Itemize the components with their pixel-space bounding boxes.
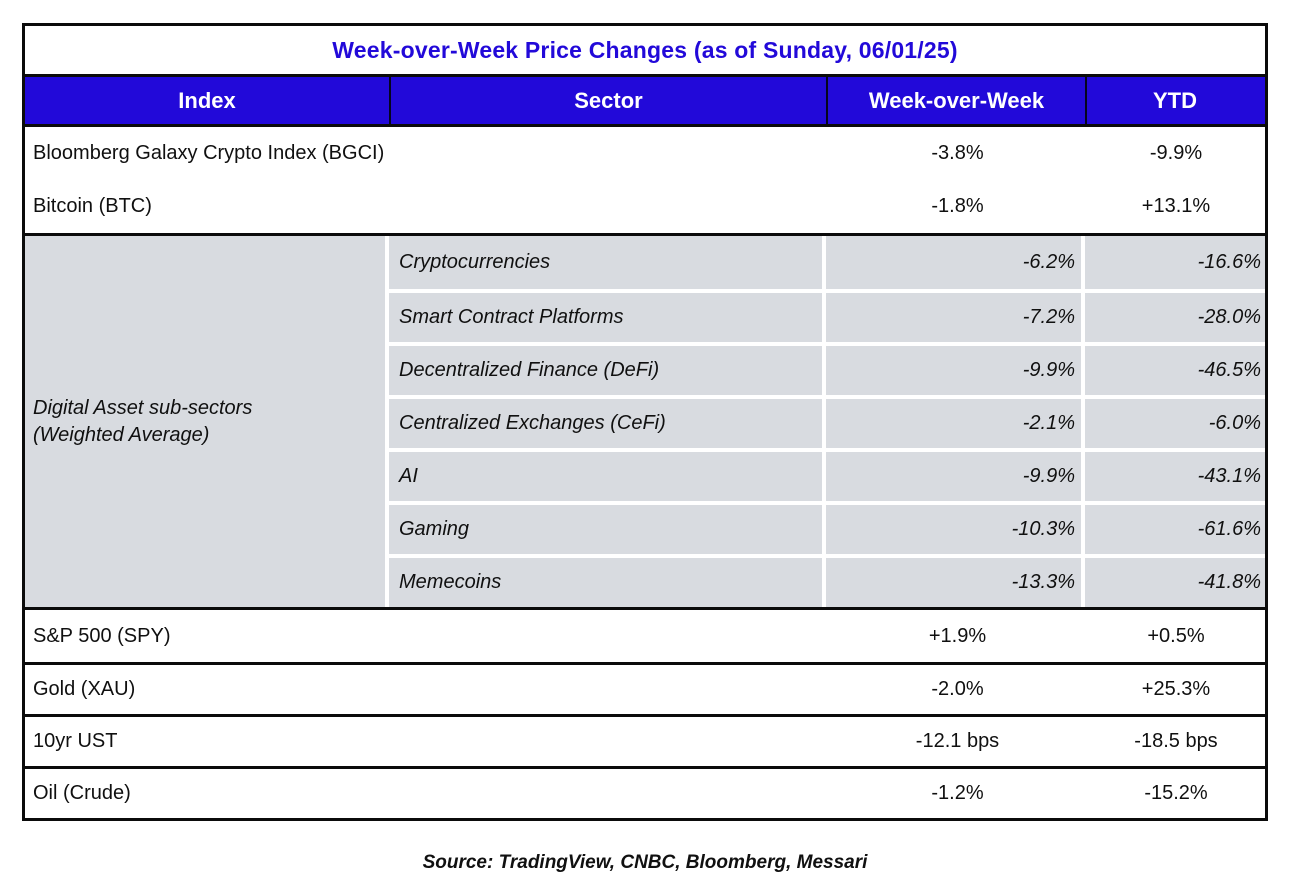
sector-cell: Cryptocurrencies [389,236,826,289]
wow-value: -2.1% [826,399,1085,448]
index-cell: 10yr UST [33,730,118,752]
table-title: Week-over-Week Price Changes (as of Sund… [332,36,958,63]
sector-cell: Gaming [389,505,826,554]
table-row-ai: AI -9.9% -43.1% [389,448,1265,501]
ytd-value: -41.8% [1197,571,1261,593]
table-row-bitcoin: Bitcoin (BTC) -1.8% +13.1% [25,180,1265,233]
ytd-value: -18.5 bps [1134,730,1218,752]
table-title-row: Week-over-Week Price Changes (as of Sund… [25,26,1265,77]
ytd-value: -9.9% [1149,142,1203,164]
table-row-smart-contract-platforms: Smart Contract Platforms -7.2% -28.0% [389,289,1265,342]
index-cell: Gold (XAU) [33,678,136,700]
ytd-value: -61.6% [1197,518,1261,540]
sector-cell: Smart Contract Platforms [389,293,826,342]
sector-rows: Cryptocurrencies -6.2% -16.6% Smart Cont… [389,236,1265,607]
index-cell: Bloomberg Galaxy Crypto Index (BGCI) [33,142,385,164]
table-row-memecoins: Memecoins -13.3% -41.8% [389,554,1265,607]
price-changes-table: Week-over-Week Price Changes (as of Sund… [22,23,1268,821]
wow-value: -9.9% [826,452,1085,501]
table-header-row: Index Sector Week-over-Week YTD [25,77,1265,127]
wow-value: -3.8% [931,142,984,164]
column-header-index: Index [25,77,391,124]
sector-cell: AI [389,452,826,501]
ytd-value: -43.1% [1197,465,1261,487]
column-header-ytd: YTD [1153,87,1197,113]
ytd-value: -6.0% [1208,412,1261,434]
table-row-gaming: Gaming -10.3% -61.6% [389,501,1265,554]
ytd-value: -28.0% [1197,306,1261,328]
table-row-oil: Oil (Crude) -1.2% -15.2% [25,766,1265,818]
wow-value: +1.9% [928,624,987,647]
table-row-bgci: Bloomberg Galaxy Crypto Index (BGCI) -3.… [25,127,1265,180]
wow-value: -9.9% [826,346,1085,395]
table-row-gold: Gold (XAU) -2.0% +25.3% [25,662,1265,714]
column-header-sector: Sector [391,77,828,124]
wow-value: -13.3% [826,558,1085,607]
index-cell: Bitcoin (BTC) [33,195,152,217]
index-cell: Oil (Crude) [33,782,131,804]
wow-value: -7.2% [826,293,1085,342]
source-attribution: Source: TradingView, CNBC, Bloomberg, Me… [422,852,868,873]
ytd-value: +13.1% [1141,195,1211,217]
wow-value: -1.2% [931,782,984,804]
table-row-10yr-ust: 10yr UST -12.1 bps -18.5 bps [25,714,1265,766]
table-row-sp500: S&P 500 (SPY) +1.9% +0.5% [25,610,1265,662]
ytd-value: +0.5% [1147,624,1205,647]
group-label-line2: (Weighted Average) [33,423,210,446]
sector-cell: Decentralized Finance (DeFi) [389,346,826,395]
sector-cell: Memecoins [389,558,826,607]
column-header-week-over-week: Week-over-Week [828,77,1087,124]
sector-cell: Centralized Exchanges (CeFi) [389,399,826,448]
wow-value: -10.3% [826,505,1085,554]
wow-value: -12.1 bps [915,730,1000,752]
wow-value: -6.2% [826,236,1085,289]
table-row-cefi: Centralized Exchanges (CeFi) -2.1% -6.0% [389,395,1265,448]
index-cell: S&P 500 (SPY) [33,624,171,647]
ytd-value: -15.2% [1144,782,1208,804]
table-row-cryptocurrencies: Cryptocurrencies -6.2% -16.6% [389,236,1265,289]
table-row-defi: Decentralized Finance (DeFi) -9.9% -46.5… [389,342,1265,395]
group-label-cell: Digital Asset sub-sectors (Weighted Aver… [25,236,389,607]
ytd-value: -16.6% [1197,251,1261,273]
ytd-value: -46.5% [1197,359,1261,381]
digital-asset-subsectors-section: Digital Asset sub-sectors (Weighted Aver… [25,233,1265,610]
group-label-line1: Digital Asset sub-sectors [33,396,253,419]
ytd-value: +25.3% [1141,678,1211,700]
wow-value: -1.8% [931,195,984,217]
wow-value: -2.0% [931,678,984,700]
